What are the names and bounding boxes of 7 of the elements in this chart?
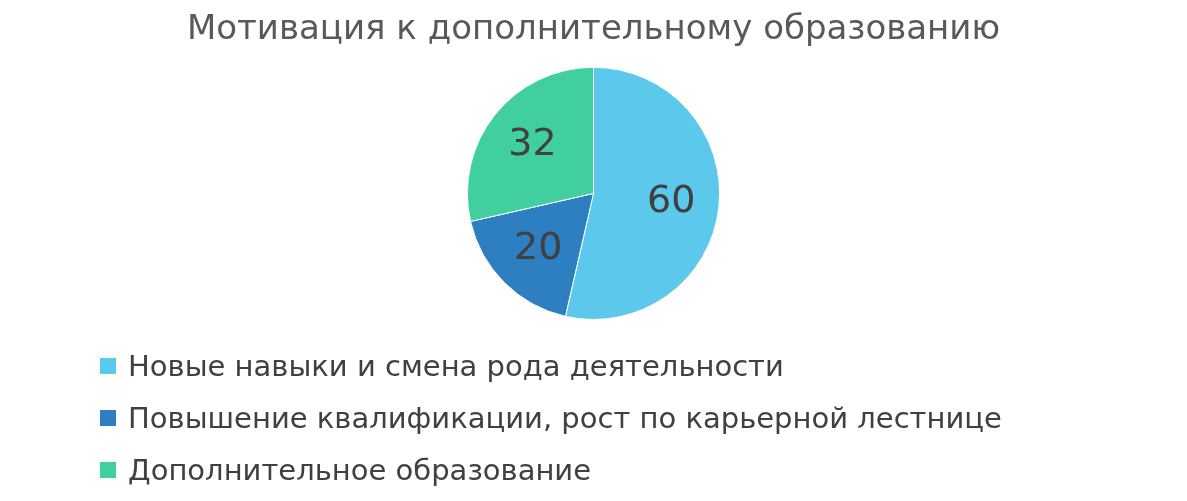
legend-label: Дополнительное образование	[128, 453, 592, 487]
data-label: 32	[508, 119, 557, 164]
legend-label: Новые навыки и смена рода деятельности	[128, 349, 784, 383]
data-label: 60	[647, 177, 696, 222]
data-label: 20	[514, 223, 563, 268]
chart-title: Мотивация к дополнительному образованию	[186, 7, 1001, 48]
legend-label: Повышение квалификации, рост по карьерной лестнице	[128, 401, 1002, 435]
